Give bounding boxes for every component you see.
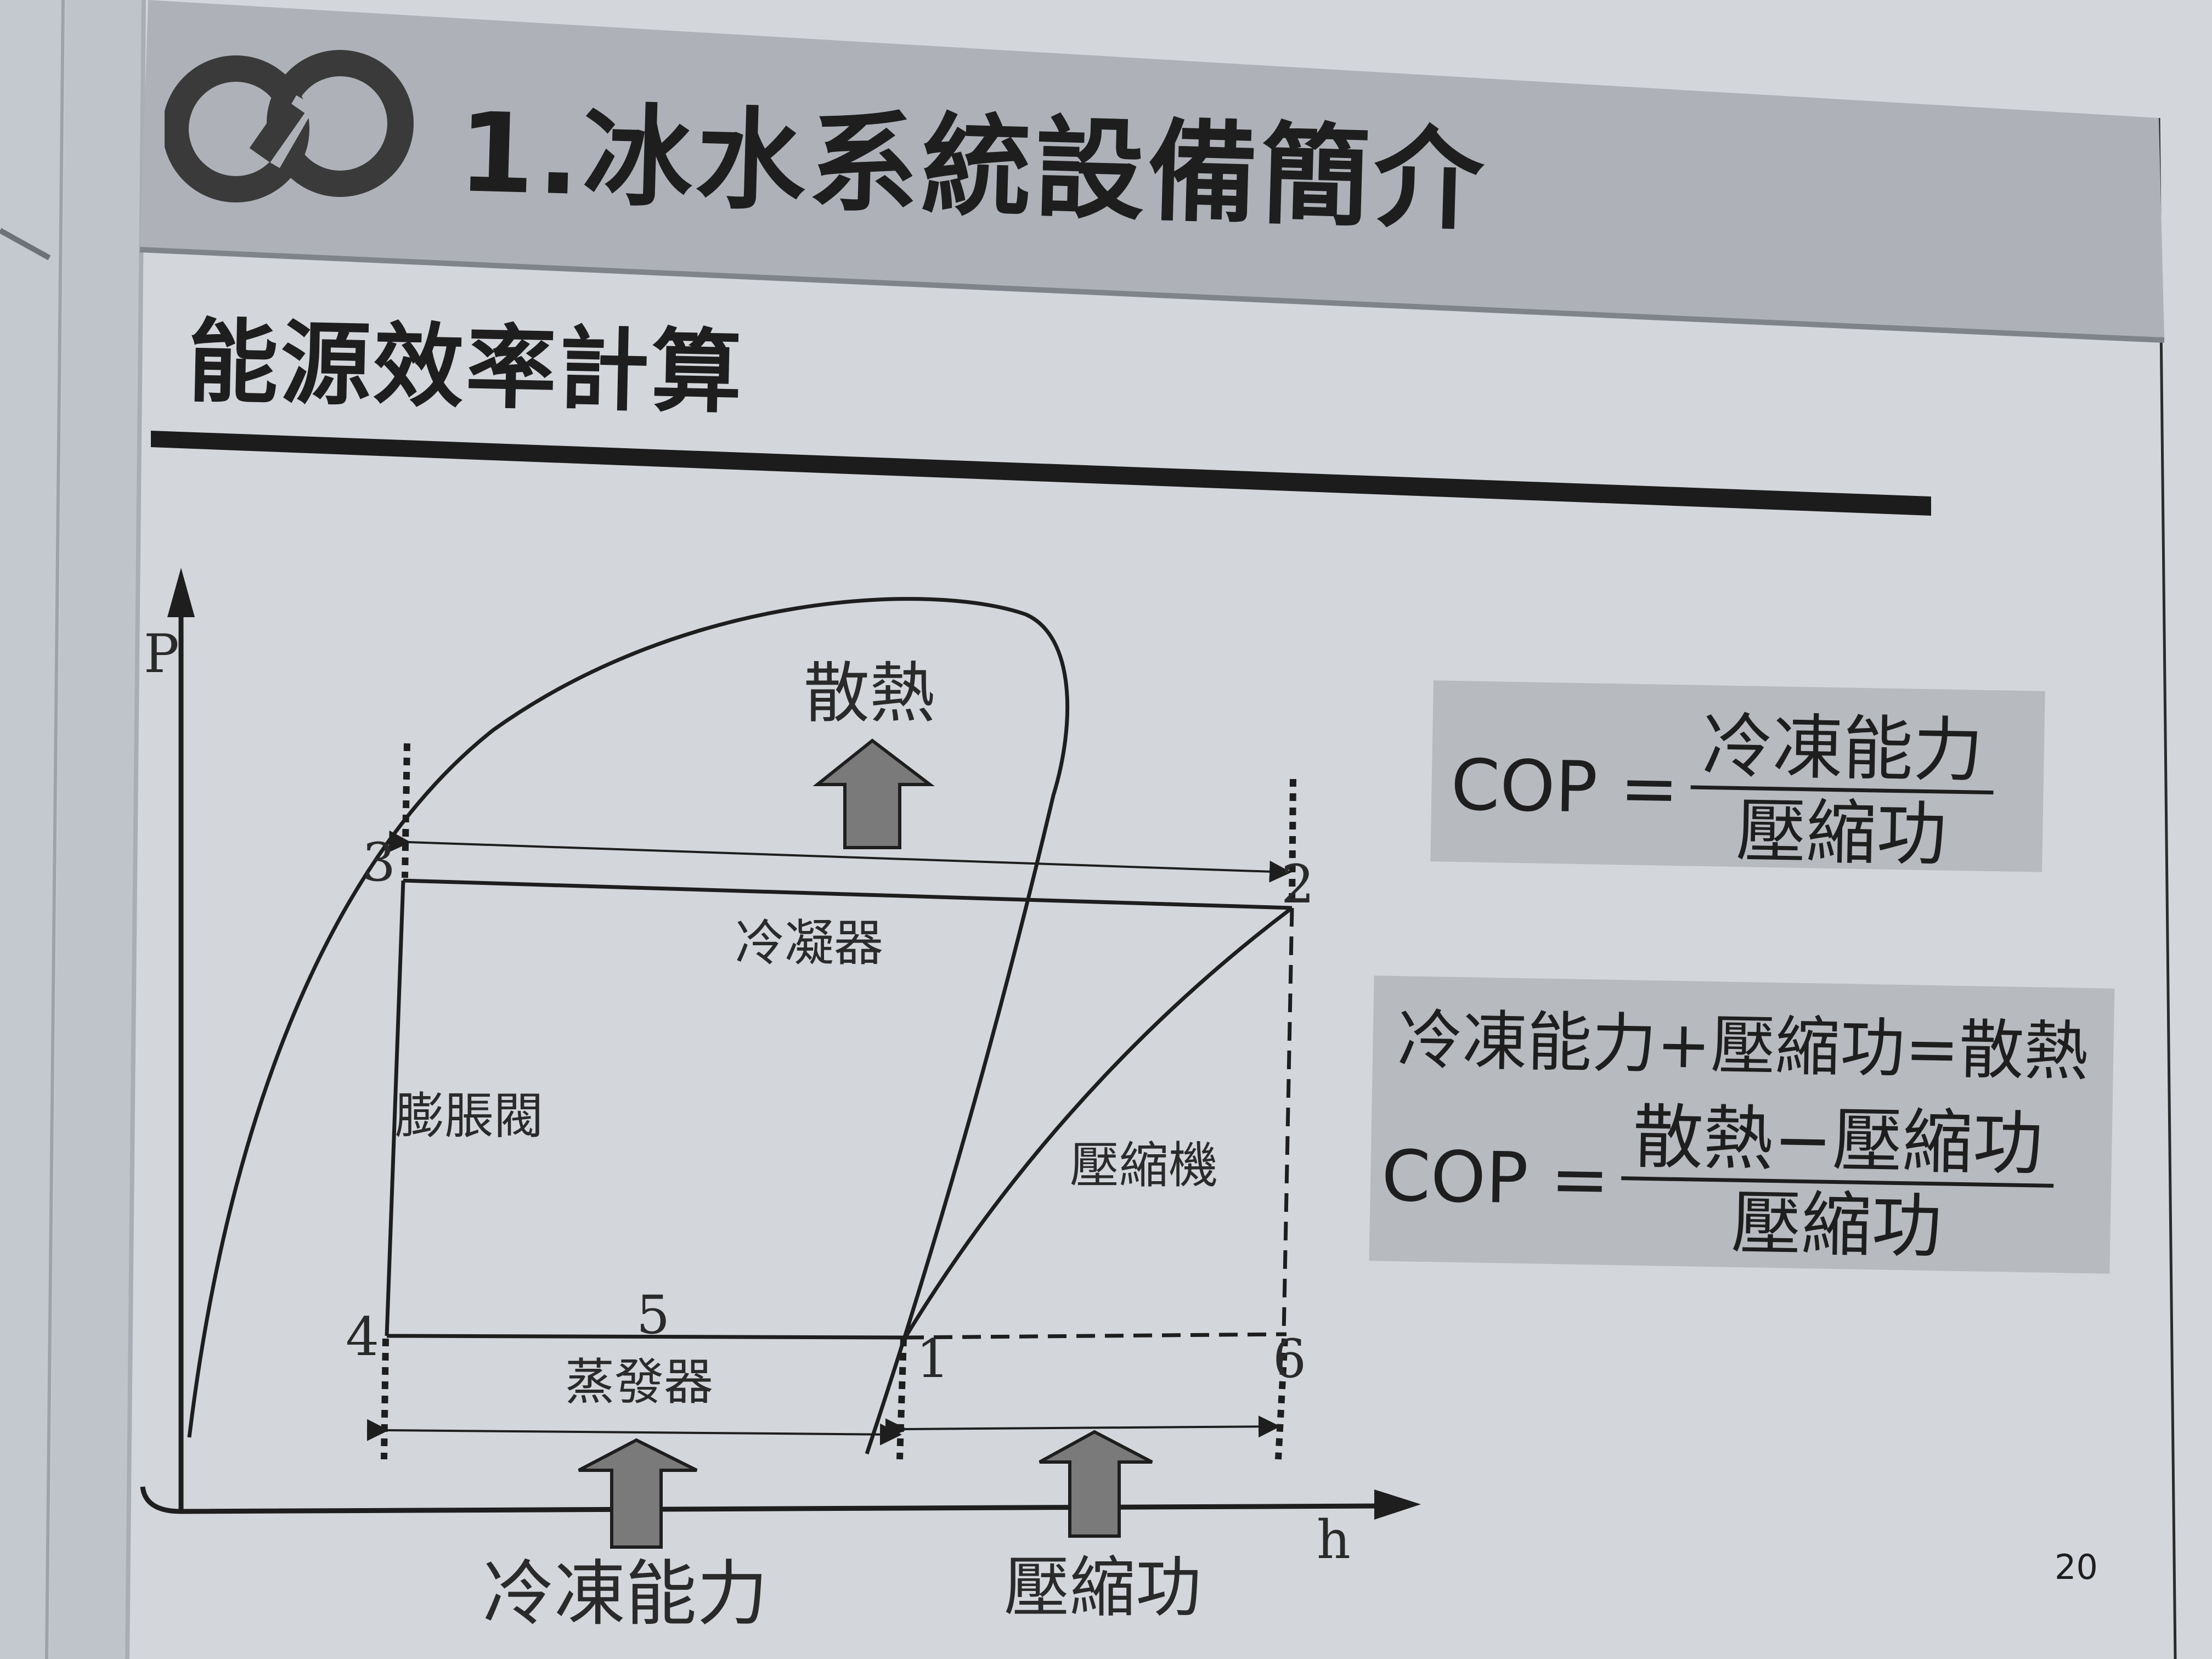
cop-denominator-2: 壓縮功 [1730, 1183, 1943, 1268]
cop-formula-box-2: 冷凍能力+壓縮功=散熱 COP = 散熱−壓縮功 壓縮功 [1369, 975, 2115, 1274]
energy-balance-equation: 冷凍能力+壓縮功=散熱 [1397, 1002, 2090, 1090]
point-3-label: 3 [362, 832, 396, 893]
cop-fraction-1: 冷凍能力 壓縮功 [1689, 706, 1995, 878]
dotted-line-2 [1289, 778, 1296, 906]
evaporator-line [386, 1334, 906, 1340]
point-5-label: 5 [636, 1284, 670, 1346]
point-4-label: 4 [346, 1306, 379, 1368]
heat-rejection-arrow [812, 738, 935, 849]
refrigeration-capacity-label: 冷凍能力 [483, 1552, 768, 1635]
compression-dimension-arrow [885, 1415, 1280, 1441]
compression-arrow [1039, 1430, 1153, 1538]
y-axis-arrow [167, 568, 195, 617]
point-1-label: 1 [916, 1328, 950, 1390]
logo [165, 50, 414, 202]
refrigeration-dimension-arrow [366, 1419, 902, 1446]
dotted-line-1 [896, 1338, 907, 1460]
cop-numerator-2: 散熱−壓縮功 [1621, 1097, 2055, 1188]
expansion-valve-label: 膨脹閥 [395, 1087, 543, 1145]
cop-fraction-2: 散熱−壓縮功 壓縮功 [1620, 1097, 2055, 1271]
cop-lhs-1: COP = [1450, 744, 1680, 831]
compression-work-label: 壓縮功 [1004, 1550, 1201, 1626]
dotted-line-3 [402, 743, 410, 878]
evaporator-label: 蒸發器 [565, 1353, 713, 1411]
saturation-dome [187, 597, 1070, 1455]
expansion-line [385, 880, 405, 1336]
cop-formula-box-1: COP = 冷凍能力 壓縮功 [1430, 680, 2045, 876]
dashed-extension [905, 1332, 1287, 1340]
x-axis-label: h [1317, 1509, 1351, 1571]
point-6-label: 6 [1273, 1328, 1306, 1390]
y-axis-label: P [144, 623, 179, 685]
condenser-line [403, 878, 1293, 910]
x-axis-arrow [1374, 1489, 1421, 1520]
x-axis [140, 1486, 1383, 1514]
cop-numerator-1: 冷凍能力 [1690, 706, 1995, 795]
compressor-label: 壓縮機 [1070, 1137, 1218, 1194]
cop-formula-2: COP = 散熱−壓縮功 壓縮功 [1380, 1094, 2055, 1271]
dashed-vertical [1282, 907, 1294, 1335]
compression-curve [904, 906, 1294, 1339]
point-2-label: 2 [1281, 854, 1314, 915]
condenser-label: 冷凝器 [735, 915, 883, 972]
cop-lhs-2: COP = [1380, 1135, 1610, 1221]
cop-denominator-1: 壓縮功 [1735, 791, 1948, 877]
heat-rejection-label: 散熱 [804, 656, 935, 732]
page-number: 20 [2055, 1547, 2098, 1587]
cop-formula-1: COP = 冷凍能力 壓縮功 [1449, 703, 1995, 878]
condenser-dimension-arrow [388, 830, 1291, 883]
dotted-line-4 [381, 1338, 389, 1460]
refrigeration-arrow [578, 1438, 698, 1549]
